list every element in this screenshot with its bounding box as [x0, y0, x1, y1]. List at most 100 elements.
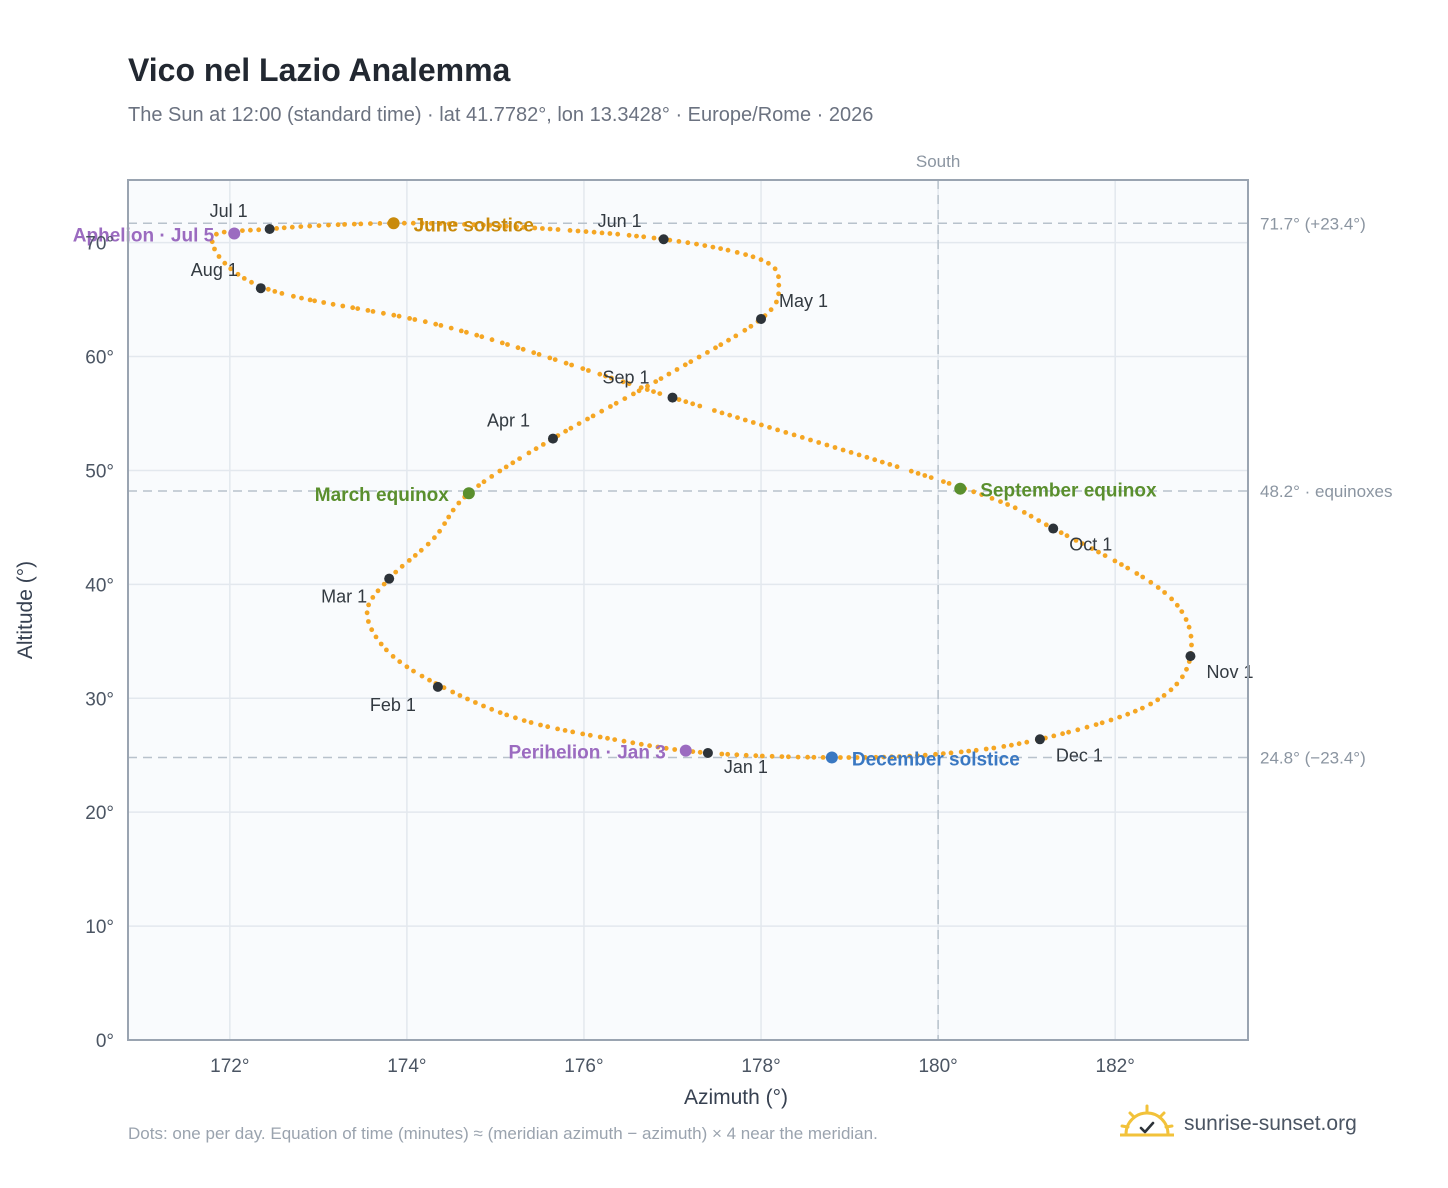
day-dot: [1089, 546, 1095, 551]
day-dot: [235, 271, 241, 277]
day-dot: [725, 751, 731, 757]
month-marker-label: Sep 1: [603, 368, 650, 388]
day-dot: [750, 420, 756, 425]
event-marker-dot: [825, 751, 838, 764]
day-dot: [555, 726, 560, 732]
day-dot: [767, 425, 772, 430]
day-dot: [576, 421, 582, 426]
day-dot: [396, 313, 402, 319]
y-axis-label: Altitude (°): [14, 561, 37, 659]
day-dot: [864, 454, 870, 460]
day-dot: [580, 366, 586, 371]
day-dot: [718, 342, 724, 348]
x-tick-label: 174°: [387, 1056, 426, 1077]
day-dot: [298, 224, 304, 230]
day-dot: [437, 221, 443, 227]
y-tick-label: 70°: [85, 234, 114, 255]
reference-line-label: 24.8° (−23.4°): [1260, 749, 1366, 768]
x-tick-label: 182°: [1096, 1056, 1135, 1077]
month-marker-dot: [658, 234, 669, 245]
y-tick-label: 60°: [85, 348, 114, 369]
day-dot: [608, 404, 613, 409]
day-dot: [742, 417, 748, 423]
day-dot: [647, 743, 652, 749]
day-dot: [412, 317, 418, 322]
day-dot: [366, 619, 371, 624]
day-dot: [832, 445, 838, 450]
day-dot: [428, 221, 434, 226]
day-dot: [471, 222, 477, 228]
day-dot: [497, 468, 503, 474]
plot-frame: [127, 179, 1249, 1041]
day-dot: [1073, 538, 1079, 543]
day-dot: [497, 710, 503, 715]
day-dot: [609, 375, 614, 381]
day-dot: [1024, 739, 1030, 745]
day-dot: [653, 379, 659, 384]
day-dot: [340, 303, 346, 309]
event-marker-label: Aphelion · Jul 5: [73, 226, 215, 247]
month-marker-dot: [1048, 523, 1059, 534]
plot-area: [128, 180, 1248, 1040]
day-dot: [289, 224, 295, 230]
day-dot: [575, 228, 581, 234]
month-marker-dot: [1185, 651, 1196, 662]
event-marker-label: March equinox: [315, 485, 450, 506]
day-dot: [726, 337, 731, 343]
event-marker-dot: [954, 482, 967, 495]
day-dot: [442, 521, 447, 526]
day-dot: [307, 223, 313, 229]
day-dot: [838, 755, 843, 760]
day-dot: [651, 235, 657, 241]
day-dot: [457, 693, 463, 698]
day-dot: [462, 222, 467, 227]
day-dot: [240, 228, 245, 234]
day-dot: [291, 293, 296, 299]
day-dot: [563, 360, 569, 366]
day-dot: [759, 753, 765, 759]
day-dot: [256, 227, 262, 233]
day-dot: [615, 231, 621, 237]
day-dot: [358, 221, 364, 227]
day-dot: [666, 371, 672, 377]
day-dot: [1162, 590, 1167, 595]
day-dot: [552, 357, 558, 362]
y-tick-label: 50°: [85, 461, 114, 482]
day-dot: [481, 222, 486, 228]
x-tick-label: 180°: [918, 1056, 957, 1077]
day-dot: [547, 355, 553, 361]
day-dot: [862, 755, 868, 760]
day-dot: [776, 291, 781, 297]
day-dot: [966, 748, 972, 754]
month-marker-dot: [756, 313, 767, 324]
day-dot: [330, 301, 336, 307]
day-dot: [719, 410, 725, 416]
day-dot: [783, 430, 789, 435]
day-dot: [272, 289, 278, 294]
day-dot: [583, 229, 589, 235]
day-dot: [446, 514, 452, 520]
day-dot: [448, 325, 454, 331]
day-dot: [555, 227, 561, 232]
day-dot: [634, 233, 639, 239]
day-dot: [958, 749, 964, 755]
day-dot: [743, 252, 748, 257]
day-dot: [586, 368, 591, 373]
day-dot: [365, 308, 371, 313]
day-dot: [743, 752, 749, 758]
day-dot: [1099, 720, 1105, 726]
day-dot: [897, 754, 902, 759]
day-dot: [1188, 633, 1194, 639]
day-dot: [805, 754, 810, 760]
month-marker-label: Aug 1: [191, 260, 238, 280]
day-dot: [644, 387, 650, 392]
month-marker-label: Apr 1: [487, 411, 530, 431]
day-dot: [510, 460, 516, 466]
day-dot: [946, 481, 952, 486]
day-dot: [384, 647, 389, 653]
day-dot: [702, 243, 708, 249]
x-tick-label: 176°: [564, 1056, 603, 1077]
day-dot: [820, 755, 826, 760]
brand[interactable]: sunrise-sunset.org: [1120, 1102, 1357, 1146]
day-dot: [221, 229, 227, 235]
